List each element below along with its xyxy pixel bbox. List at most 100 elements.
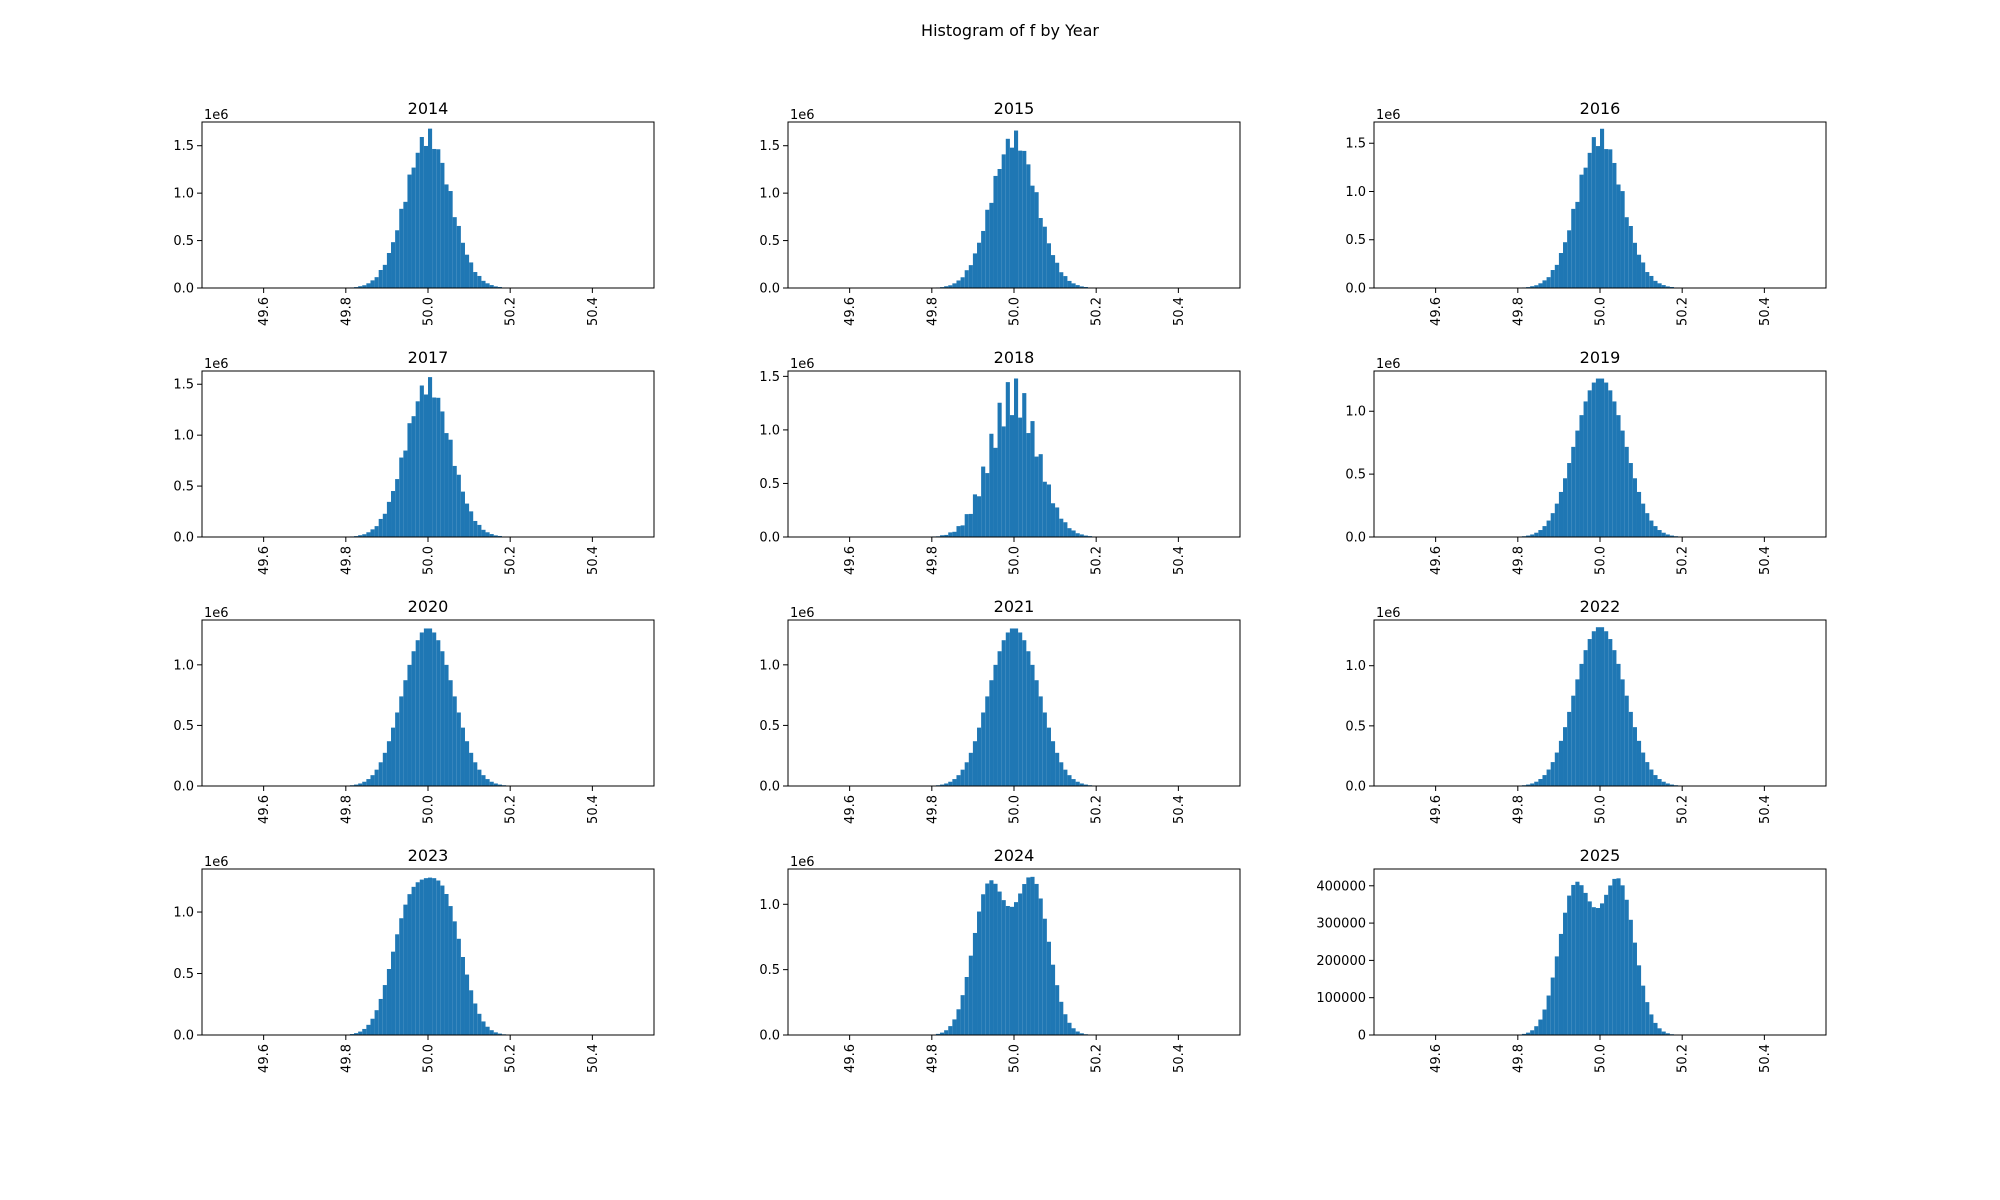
histogram-bar [1071,283,1076,288]
histogram-bar [1612,162,1617,288]
histogram-bar [1042,712,1047,786]
histogram-bar [960,277,965,288]
x-tick-label: 49.8 [339,297,354,326]
histogram-bar [403,904,408,1035]
subplot-2020: 2020 1e6 0.0 0.5 1.0 49.6 49.8 50.0 50.2 50.4 [173,597,655,824]
histogram-bar [956,280,961,288]
histogram-bar [1018,893,1023,1035]
histogram-bar [1645,762,1650,786]
histogram-bar [1526,535,1531,537]
histogram-bar [358,535,363,537]
histogram-bar [1005,905,1010,1035]
histogram-bar [1038,898,1043,1035]
histogram-bar [1014,130,1019,288]
histogram-bar [493,535,498,537]
x-tick-label: 49.8 [339,1044,354,1073]
subplot-2015: 2015 1e6 0.0 0.5 1.0 1.5 49.6 49.8 50.0 50.2 50.4 [759,99,1241,326]
histogram-bar [473,1003,478,1035]
histogram-bar [1550,513,1555,537]
x-tick-label: 50.4 [1758,795,1773,824]
y-tick-label: 0.0 [759,282,780,297]
histogram-bar [1009,147,1014,288]
histogram-bar [1079,534,1084,537]
y-tick-label: 0.0 [173,282,194,297]
histogram-bar [477,524,482,537]
histogram-bar [1645,513,1650,537]
histogram-bar [1038,696,1043,786]
histogram-bar [1075,533,1080,537]
y-tick-label: 1.0 [1345,405,1366,420]
histogram-bar [1014,378,1019,537]
histogram-bar [1632,942,1637,1035]
histogram-bar [432,878,437,1035]
histogram-bar [1567,711,1572,786]
y-tick-label: 0.0 [1345,282,1366,297]
histogram-bar [407,664,412,786]
histogram-bar [981,894,986,1035]
histogram-bar [1587,390,1592,537]
histogram-bar [374,277,379,288]
histogram-bar [948,532,953,537]
histogram-bar [1608,149,1613,288]
histogram-bar [1661,285,1666,288]
histogram-bar [1075,1031,1080,1035]
y-offset-label: 1e6 [790,357,815,372]
histogram-bar [415,401,420,537]
histogram-bar [428,628,433,786]
y-tick-label: 0.5 [759,963,780,978]
histogram-bar [1628,711,1633,786]
histogram-bar [1595,627,1600,786]
histogram-bar [1030,185,1035,288]
y-tick-label: 0.0 [759,1029,780,1044]
histogram-bar [985,883,990,1035]
histogram-bar [386,741,392,786]
histogram-bar [485,283,490,288]
histogram-bar [1632,478,1637,537]
histogram-bar [1595,908,1600,1035]
histogram-bar [415,882,420,1035]
histogram-bar [419,879,424,1035]
histogram-bar [403,680,408,786]
histogram-bar [399,457,404,537]
histogram-bar [956,526,961,537]
y-tick-label: 1.0 [1345,185,1366,200]
histogram-bar [1063,1014,1068,1035]
histogram-bar [378,270,383,288]
histogram-bar [993,447,998,537]
histogram-bar [944,286,949,288]
subplot-2021: 2021 1e6 0.0 0.5 1.0 49.6 49.8 50.0 50.2 50.4 [759,597,1241,824]
subplot-title: 2020 [408,597,449,616]
y-tick-label: 100000 [1316,991,1366,1006]
histogram-bar [1030,876,1035,1035]
histogram-bar [1009,906,1014,1035]
histogram-bar [1034,680,1039,786]
histogram-bar [993,175,998,288]
histogram-bar [1009,415,1014,537]
histogram-bar [419,385,424,537]
histogram-bar [1604,894,1609,1035]
y-tick-label: 0.5 [759,477,780,492]
histogram-bar [378,518,383,537]
histogram-bar [960,769,965,786]
histogram-bar [985,696,990,786]
histogram-bar [477,769,482,786]
histogram-bar [972,494,978,537]
histogram-bar [1546,277,1551,288]
histogram-bar [989,202,994,288]
x-tick-label: 50.4 [1172,795,1187,824]
x-tick-label: 49.8 [339,795,354,824]
histogram-bar [1587,639,1592,786]
histogram-bar [382,752,387,786]
histogram-bar [440,162,445,288]
histogram-bar [1083,784,1088,786]
histogram-bar [489,1030,494,1035]
x-tick-label: 50.4 [1172,1044,1187,1073]
histogram-bar [1636,740,1642,786]
histogram-bar [1538,530,1543,537]
y-tick-label: 1.5 [759,370,780,385]
y-tick-label: 0.5 [759,234,780,249]
x-tick-label: 49.6 [257,1044,272,1073]
histogram-bar [993,883,998,1035]
histogram-bar [1558,740,1564,786]
histogram-bar [944,783,949,786]
